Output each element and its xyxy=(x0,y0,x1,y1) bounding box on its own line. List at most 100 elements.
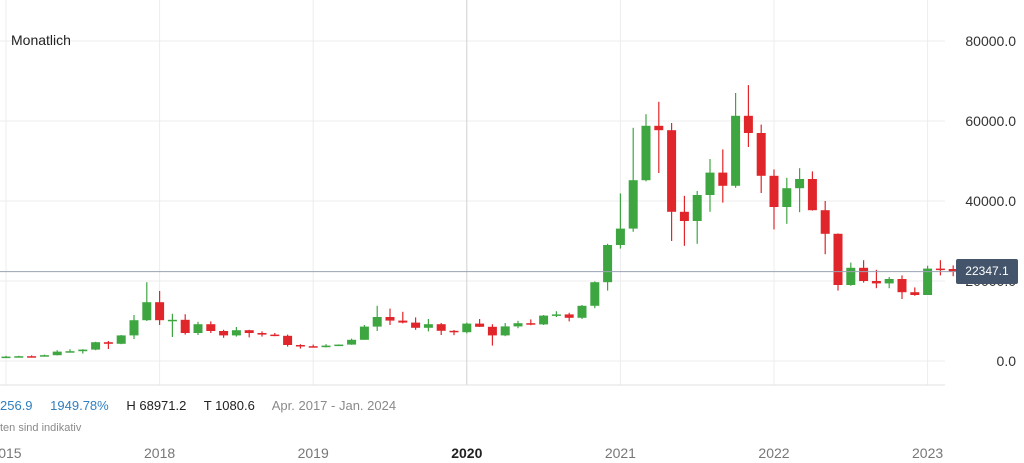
candle-body xyxy=(948,269,958,272)
candle-body xyxy=(206,324,216,331)
candle-body xyxy=(615,228,625,245)
candle-body xyxy=(539,315,549,325)
x-tick-label: 2023 xyxy=(912,445,943,461)
candle-body xyxy=(833,233,843,285)
candle-body xyxy=(167,319,177,322)
candle-body xyxy=(884,279,894,284)
candle-body xyxy=(423,324,433,328)
candle-body xyxy=(180,319,190,333)
candle-body xyxy=(219,331,229,336)
disclaimer-text: ten sind indikativ xyxy=(0,422,82,434)
x-axis-labels: 201520182019202020212022202320 xyxy=(0,445,943,461)
period-label[interactable]: Monatlich xyxy=(11,32,71,48)
candle-body xyxy=(462,323,472,333)
candle-body xyxy=(667,130,677,212)
change-absolute: 256.9 xyxy=(0,398,33,413)
candle-body xyxy=(487,326,497,336)
y-tick-label: 0.0 xyxy=(997,353,1017,369)
candle-body xyxy=(411,322,421,328)
candle-body xyxy=(590,282,600,306)
candle-body xyxy=(142,302,152,321)
high-value: H 68971.2 xyxy=(126,398,187,413)
candle-body xyxy=(603,245,613,283)
candle-body xyxy=(78,349,88,352)
candle-body xyxy=(923,268,933,295)
candle-body xyxy=(14,356,24,358)
candle-body xyxy=(308,346,318,348)
candle-body xyxy=(718,172,728,186)
candle-body xyxy=(103,342,113,344)
candle-body xyxy=(910,292,920,295)
candle-body xyxy=(475,323,485,327)
candle-body xyxy=(641,125,651,181)
candle-body xyxy=(564,314,574,318)
candle-body xyxy=(116,335,126,344)
x-tick-label: 2015 xyxy=(0,445,22,461)
candle-body xyxy=(436,324,446,331)
candle-body xyxy=(359,326,369,340)
x-tick-label: 2018 xyxy=(144,445,175,461)
x-tick-label: 2022 xyxy=(758,445,789,461)
x-tick-label: 2020 xyxy=(451,445,482,461)
candle-body xyxy=(155,302,165,321)
stats-bar: 256.9 1949.78% H 68971.2 T 1080.6 Apr. 2… xyxy=(0,398,410,413)
candle-body xyxy=(628,180,638,229)
candle-body xyxy=(705,172,715,195)
y-tick-label: 40000.0 xyxy=(965,193,1016,209)
candle-body xyxy=(500,326,510,336)
candle-body xyxy=(65,351,75,353)
low-value: T 1080.6 xyxy=(203,398,255,413)
x-tick-label: 2021 xyxy=(605,445,636,461)
candle-body xyxy=(270,334,280,337)
candle-body xyxy=(692,195,702,221)
candle-body xyxy=(935,268,945,271)
candles xyxy=(1,85,958,359)
candle-body xyxy=(449,330,459,333)
y-tick-label: 80000.0 xyxy=(965,33,1016,49)
candle-body xyxy=(513,323,523,327)
candle-body xyxy=(756,133,766,176)
candle-body xyxy=(27,356,37,358)
candle-body xyxy=(1,356,11,359)
current-price-badge: 22347.1 xyxy=(956,259,1018,284)
candle-body xyxy=(334,344,344,347)
y-tick-label: 60000.0 xyxy=(965,113,1016,129)
candle-body xyxy=(91,342,101,350)
candle-body xyxy=(731,115,741,186)
candle-body xyxy=(846,267,856,285)
candle-body xyxy=(129,320,139,336)
candle-body xyxy=(807,179,817,211)
candle-body xyxy=(372,317,382,327)
candle-body xyxy=(295,345,305,347)
change-percent: 1949.78% xyxy=(50,398,109,413)
date-range: Apr. 2017 - Jan. 2024 xyxy=(271,398,397,413)
candle-body xyxy=(820,210,830,234)
grid xyxy=(0,0,945,386)
candle-body xyxy=(551,314,561,316)
candle-body xyxy=(871,281,881,284)
candle-body xyxy=(859,267,869,281)
candle-body xyxy=(795,179,805,189)
candle-body xyxy=(398,320,408,323)
candle-body xyxy=(321,345,331,348)
candle-body xyxy=(526,323,536,325)
candle-body xyxy=(679,211,689,221)
candle-body xyxy=(231,330,241,336)
candle-body xyxy=(385,317,395,321)
candle-body xyxy=(769,175,779,207)
candle-body xyxy=(52,351,62,356)
candle-body xyxy=(193,324,203,333)
candle-body xyxy=(244,330,254,333)
x-tick-label: 2019 xyxy=(298,445,329,461)
candle-body xyxy=(743,115,753,133)
candle-body xyxy=(39,355,49,357)
candle-body xyxy=(347,339,357,345)
candle-body xyxy=(782,188,792,207)
candle-body xyxy=(654,125,664,131)
candle-body xyxy=(257,333,267,335)
candle-body xyxy=(577,305,587,318)
candle-body xyxy=(283,335,293,345)
candle-body xyxy=(897,279,907,293)
